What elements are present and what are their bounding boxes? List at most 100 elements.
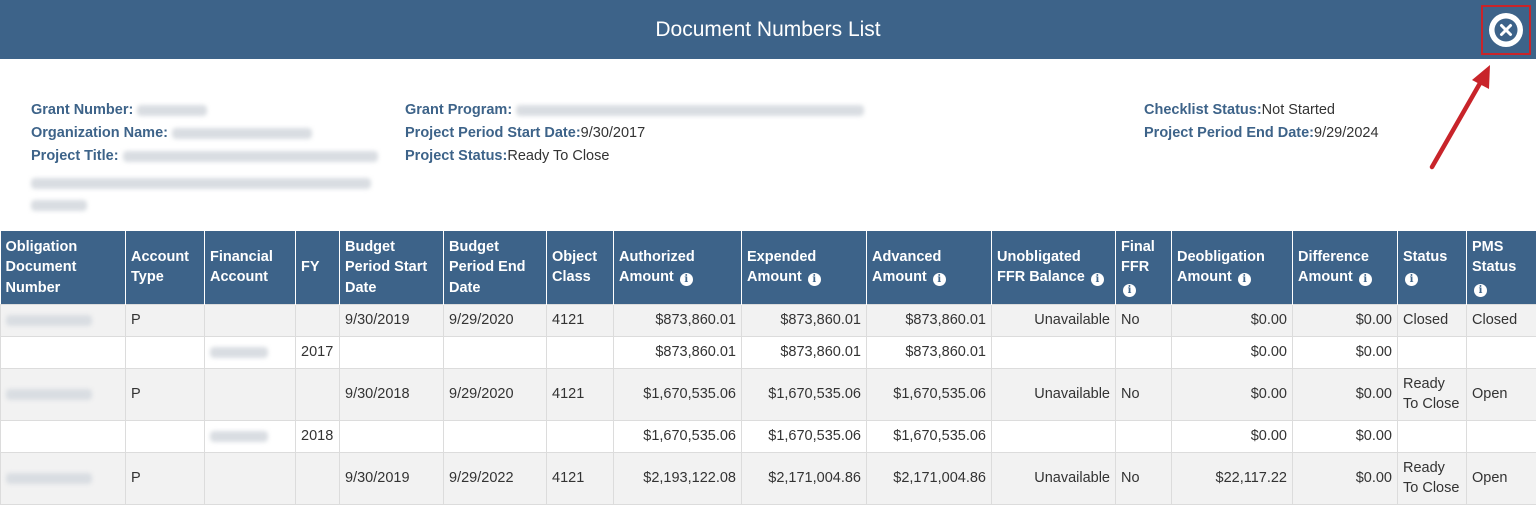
info-icon[interactable]: i <box>932 273 946 287</box>
table-cell <box>204 419 296 453</box>
table-cell <box>125 419 205 453</box>
table-cell <box>1397 419 1467 453</box>
table-cell <box>295 367 340 421</box>
checklist-status-value: Not Started <box>1261 102 1335 118</box>
table-cell <box>295 303 340 337</box>
column-header[interactable]: Unobligated FFR Balance i <box>991 231 1116 304</box>
table-cell <box>443 335 547 369</box>
column-header[interactable]: Account Type <box>125 231 205 304</box>
table-cell: 4121 <box>546 451 614 505</box>
table-cell: $0.00 <box>1171 303 1293 337</box>
redacted-value <box>172 127 312 139</box>
table-cell <box>125 335 205 369</box>
table-cell: $0.00 <box>1292 367 1398 421</box>
table-cell: $0.00 <box>1292 451 1398 505</box>
column-header[interactable]: Object Class <box>546 231 614 304</box>
redacted-value <box>210 346 268 358</box>
column-header[interactable]: Authorized Amount i <box>613 231 742 304</box>
organization-name-row: Organization Name: <box>31 122 378 145</box>
table-cell: $1,670,535.06 <box>613 419 742 453</box>
grant-number-row: Grant Number: <box>31 99 378 122</box>
table-cell: $2,193,122.08 <box>613 451 742 505</box>
project-period-start-row: Project Period Start Date:9/30/2017 <box>405 122 864 145</box>
info-icon[interactable]: i <box>1090 273 1104 287</box>
info-icon[interactable]: i <box>1237 273 1251 287</box>
table-cell <box>546 419 614 453</box>
document-numbers-table: Obligation Document Number Account Type … <box>0 231 1536 505</box>
table-cell: $1,670,535.06 <box>741 367 867 421</box>
table-cell: $873,860.01 <box>613 303 742 337</box>
info-icon[interactable]: i <box>679 273 693 287</box>
table-cell: 9/29/2020 <box>443 367 547 421</box>
table-cell: 9/29/2020 <box>443 303 547 337</box>
project-title-label: Project Title: <box>31 148 119 164</box>
column-header[interactable]: Advanced Amount i <box>866 231 992 304</box>
info-icon[interactable]: i <box>1123 283 1136 297</box>
table-cell <box>991 419 1116 453</box>
table-cell <box>0 335 126 369</box>
column-header[interactable]: Financial Account <box>204 231 296 304</box>
table-cell: Closed <box>1397 303 1467 337</box>
close-button[interactable] <box>1489 13 1523 47</box>
table-cell <box>339 419 444 453</box>
table-row: P 9/30/2019 9/29/2020 4121 $873,860.01 $873,8… <box>0 303 1536 337</box>
table-cell <box>1115 335 1172 369</box>
checklist-status-label: Checklist Status: <box>1144 102 1262 118</box>
table-row: P 9/30/2018 9/29/2020 4121 $1,670,535.06 $1,6… <box>0 367 1536 421</box>
grant-info-column-2: Grant Program: Project Period Start Date… <box>405 99 865 168</box>
table-cell: P <box>125 303 205 337</box>
project-period-end-label: Project Period End Date: <box>1144 125 1315 141</box>
info-icon[interactable]: i <box>1474 283 1487 297</box>
table-cell: $2,171,004.86 <box>866 451 992 505</box>
column-header[interactable]: FY <box>295 231 340 304</box>
table-cell <box>0 419 126 453</box>
grant-program-label: Grant Program: <box>405 102 513 118</box>
table-cell: $2,171,004.86 <box>741 451 867 505</box>
table-row: 2018 $1,670,535.06 $1,670,535.06 $1,670,535… <box>0 419 1536 453</box>
grant-info-column-1: Grant Number: Organization Name: Project… <box>31 99 378 217</box>
table-cell: 9/30/2019 <box>339 303 444 337</box>
info-icon[interactable]: i <box>1405 273 1418 287</box>
table-cell: 9/30/2018 <box>339 367 444 421</box>
table-cell: $0.00 <box>1171 367 1293 421</box>
table-cell <box>204 335 296 369</box>
table-cell: $1,670,535.06 <box>613 367 742 421</box>
table-cell: $873,860.01 <box>866 303 992 337</box>
info-icon[interactable]: i <box>807 273 821 287</box>
column-header[interactable]: Obligation Document Number <box>0 231 126 304</box>
table-cell: $0.00 <box>1171 335 1293 369</box>
column-header[interactable]: PMS Status i <box>1466 231 1536 304</box>
table-cell <box>546 335 614 369</box>
table-cell: $873,860.01 <box>741 335 867 369</box>
table-cell: Unavailable <box>991 451 1116 505</box>
table-cell <box>1466 419 1536 453</box>
column-header[interactable]: Expended Amount i <box>741 231 867 304</box>
project-title-row: Project Title: <box>31 145 378 168</box>
column-header[interactable]: Status i <box>1397 231 1467 304</box>
project-status-label: Project Status: <box>405 148 508 164</box>
table-cell: $873,860.01 <box>613 335 742 369</box>
table-cell: 2018 <box>295 419 340 453</box>
column-header[interactable]: Deobligation Amount i <box>1171 231 1293 304</box>
project-title-continued <box>31 172 378 195</box>
table-row: P 9/30/2019 9/29/2022 4121 $2,193,122.08 $2,1… <box>0 451 1536 505</box>
table-cell <box>295 451 340 505</box>
table-cell: $0.00 <box>1292 335 1398 369</box>
table-cell: 2017 <box>295 335 340 369</box>
table-cell <box>991 335 1116 369</box>
table-cell: 9/30/2019 <box>339 451 444 505</box>
column-header[interactable]: Final FFR i <box>1115 231 1172 304</box>
table-cell: Closed <box>1466 303 1536 337</box>
redacted-value <box>516 104 865 116</box>
organization-name-label: Organization Name: <box>31 125 168 141</box>
table-cell <box>0 303 126 337</box>
column-header[interactable]: Difference Amount i <box>1292 231 1398 304</box>
table-cell <box>1466 335 1536 369</box>
info-icon[interactable]: i <box>1358 273 1372 287</box>
table-cell: $0.00 <box>1292 303 1398 337</box>
column-header[interactable]: Budget Period Start Date <box>339 231 444 304</box>
column-header[interactable]: Budget Period End Date <box>443 231 547 304</box>
redacted-value <box>122 150 378 162</box>
table-cell: $873,860.01 <box>741 303 867 337</box>
dialog-header: Document Numbers List <box>0 0 1536 59</box>
